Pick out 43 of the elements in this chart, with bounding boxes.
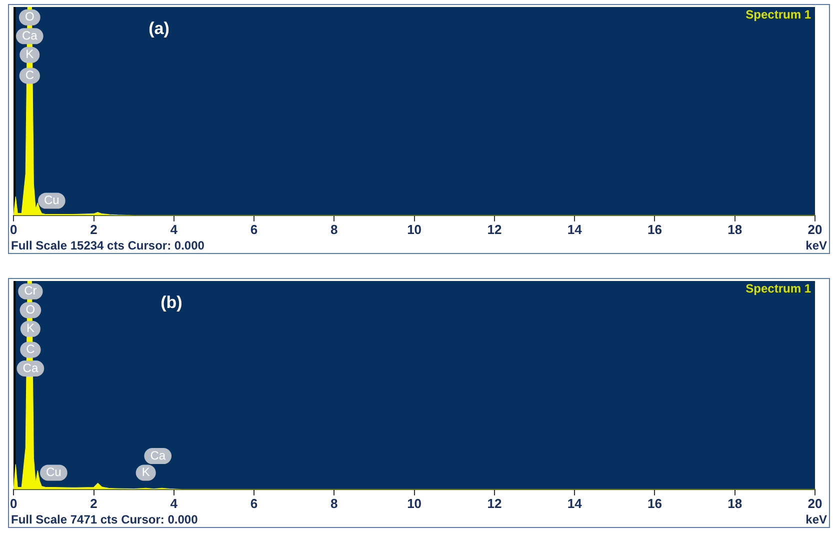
x-tick-label: 2 [90,496,98,511]
x-tick-label: 16 [647,222,662,237]
annotation: Cu [46,465,62,480]
annotation: Ca [22,28,38,42]
text: (a) [148,19,170,38]
x-tick-label: 12 [487,222,502,237]
x-tick-label: 8 [330,496,338,511]
x-tick-label: 6 [250,496,258,511]
annotation: O [24,10,34,24]
x-tick-label: 14 [567,496,583,511]
x-tick-label: 4 [170,222,178,237]
x-tick-label: 10 [407,222,422,237]
x-tick-label: 12 [487,496,502,511]
x-tick-label: 20 [808,496,822,511]
x-tick-label: 16 [647,496,662,511]
annotation: Cr [24,284,37,298]
annotation: Ca [22,360,38,375]
x-tick-label: 2 [90,222,98,237]
x-tick-label: 8 [330,222,338,237]
text: Full Scale 7471 cts Cursor: 0.000 [11,512,198,526]
annotation: Cu [44,193,60,208]
x-tick-label: 18 [728,222,742,237]
x-tick-label: 20 [808,222,822,237]
text: (b) [160,293,182,312]
annotation: Ca [150,448,166,462]
x-axis-title: keV [806,238,827,252]
x-axis-title: keV [806,512,827,526]
annotation: K [26,47,34,62]
x-tick-label: 18 [728,496,742,511]
x-tick-label: 10 [407,496,422,511]
text: Full Scale 15234 cts Cursor: 0.000 [11,238,205,252]
x-tick-label: 14 [567,222,583,237]
x-tick-label: 6 [250,222,258,237]
x-tick-label: 0 [10,496,18,511]
x-tick-label: 4 [170,496,178,511]
x-tick-label: 0 [10,222,18,237]
annotation: Spectrum 1 [746,281,812,296]
annotation: C [26,342,36,356]
annotation: Spectrum 1 [746,7,812,22]
annotation: K [142,465,150,480]
annotation: O [26,302,36,316]
annotation: C [25,68,34,82]
annotation: K [26,321,34,336]
